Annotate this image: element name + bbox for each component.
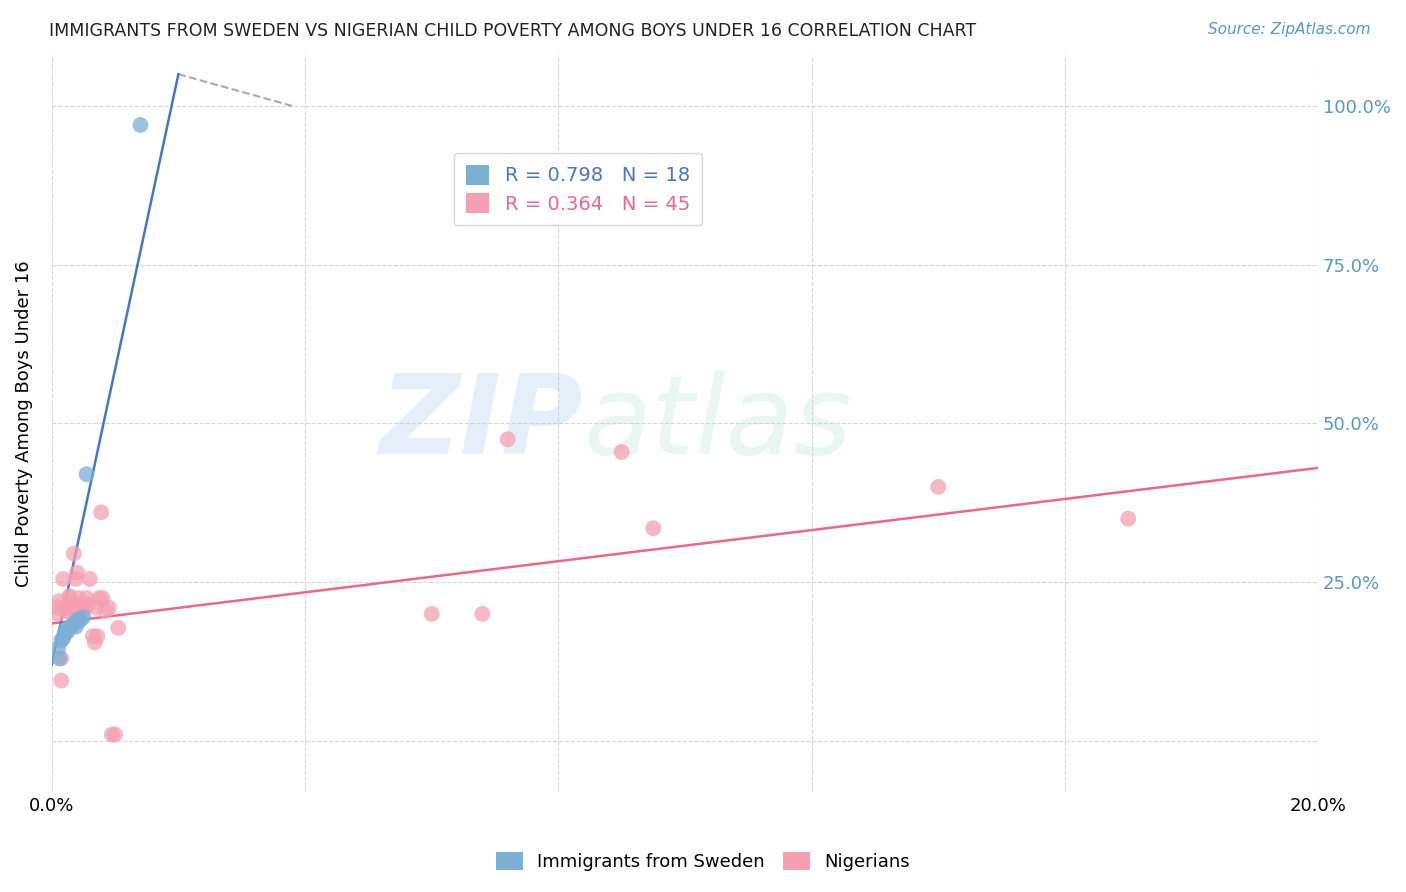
Point [56, 624, 79, 639]
Point [53, 600, 76, 615]
Point [55, 604, 77, 618]
Point [69, 613, 91, 627]
Point [72, 610, 94, 624]
Legend: Immigrants from Sweden, Nigerians: Immigrants from Sweden, Nigerians [489, 845, 917, 879]
Point [107, 621, 129, 635]
Point [66, 604, 89, 618]
Point [55, 623, 77, 637]
Point [66, 615, 89, 629]
Y-axis label: Child Poverty Among Boys Under 16: Child Poverty Among Boys Under 16 [15, 260, 32, 587]
Point [51, 673, 73, 688]
Point [52, 572, 75, 586]
Point [45, 600, 67, 615]
Point [471, 607, 494, 621]
Point [56, 604, 79, 618]
Text: Source: ZipAtlas.com: Source: ZipAtlas.com [1208, 22, 1371, 37]
Point [59, 619, 82, 633]
Point [63, 547, 86, 561]
Point [610, 445, 633, 459]
Point [420, 607, 443, 621]
Point [46, 607, 69, 621]
Point [73, 600, 96, 615]
Point [1116, 511, 1139, 525]
Point [52, 631, 75, 645]
Point [51, 633, 73, 648]
Point [65, 619, 87, 633]
Point [94, 604, 117, 618]
Point [69, 598, 91, 612]
Point [77, 598, 100, 612]
Point [67, 591, 90, 605]
Point [48, 651, 70, 665]
Text: ZIP: ZIP [380, 370, 583, 477]
Point [67, 612, 90, 626]
Point [91, 591, 114, 605]
Point [90, 505, 112, 519]
Point [59, 598, 82, 612]
Point [79, 572, 101, 586]
Point [58, 591, 80, 605]
Point [89, 591, 111, 605]
Point [66, 566, 89, 580]
Point [927, 480, 949, 494]
Point [643, 521, 665, 535]
Text: atlas: atlas [583, 370, 852, 477]
Legend: R = 0.798   N = 18, R = 0.364   N = 45: R = 0.798 N = 18, R = 0.364 N = 45 [454, 153, 702, 226]
Point [76, 591, 98, 605]
Point [97, 600, 120, 615]
Point [65, 572, 87, 586]
Point [60, 600, 83, 615]
Point [53, 627, 76, 641]
Point [104, 727, 127, 741]
Point [63, 598, 86, 612]
Point [70, 604, 93, 618]
Point [58, 589, 80, 603]
Point [101, 727, 124, 741]
Point [84, 600, 107, 615]
Point [46, 641, 69, 656]
Point [129, 118, 152, 132]
Point [76, 467, 98, 482]
Text: IMMIGRANTS FROM SWEDEN VS NIGERIAN CHILD POVERTY AMONG BOYS UNDER 16 CORRELATION: IMMIGRANTS FROM SWEDEN VS NIGERIAN CHILD… [49, 22, 976, 40]
Point [58, 621, 80, 635]
Point [51, 651, 73, 665]
Point [82, 629, 104, 643]
Point [63, 616, 86, 631]
Point [48, 594, 70, 608]
Point [86, 629, 108, 643]
Point [496, 432, 519, 446]
Point [60, 618, 83, 632]
Point [83, 635, 105, 649]
Point [72, 598, 94, 612]
